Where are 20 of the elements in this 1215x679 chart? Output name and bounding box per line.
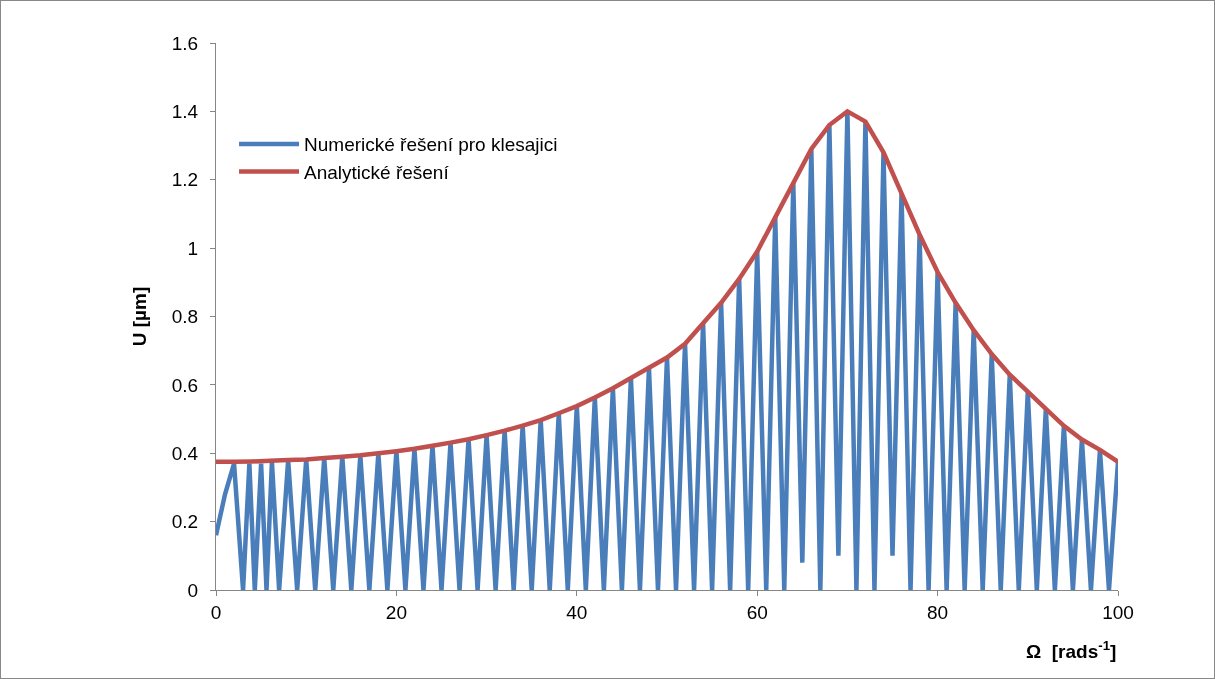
y-tick-label: 1.6 (171, 32, 199, 54)
x-tick-label: 100 (1102, 601, 1134, 623)
legend-label: Numerické řešení pro klesajici (304, 134, 558, 156)
x-tick-label: 0 (210, 601, 222, 623)
y-tick-label: 1 (187, 237, 199, 259)
y-tick-label: 0.2 (171, 511, 199, 533)
y-tick-label: 0.4 (171, 442, 199, 464)
line-series (216, 109, 1118, 465)
x-tick-label: 60 (746, 601, 768, 623)
y-tick-label: 1.2 (171, 169, 199, 191)
y-tick-label: 1.4 (171, 101, 199, 123)
y-axis-title: U [µm] (128, 286, 150, 347)
x-tick-label: 80 (927, 601, 949, 623)
x-tick-label: 40 (566, 601, 588, 623)
legend-label: Analytické řešení (304, 162, 450, 184)
y-tick-label: 0.8 (171, 306, 199, 328)
x-axis-title: Ω [rads$^{-1}$] (1026, 638, 1117, 662)
y-tick-label: 0.6 (171, 374, 199, 396)
y-tick-label: 0 (187, 579, 199, 601)
x-tick-label: 20 (385, 601, 407, 623)
